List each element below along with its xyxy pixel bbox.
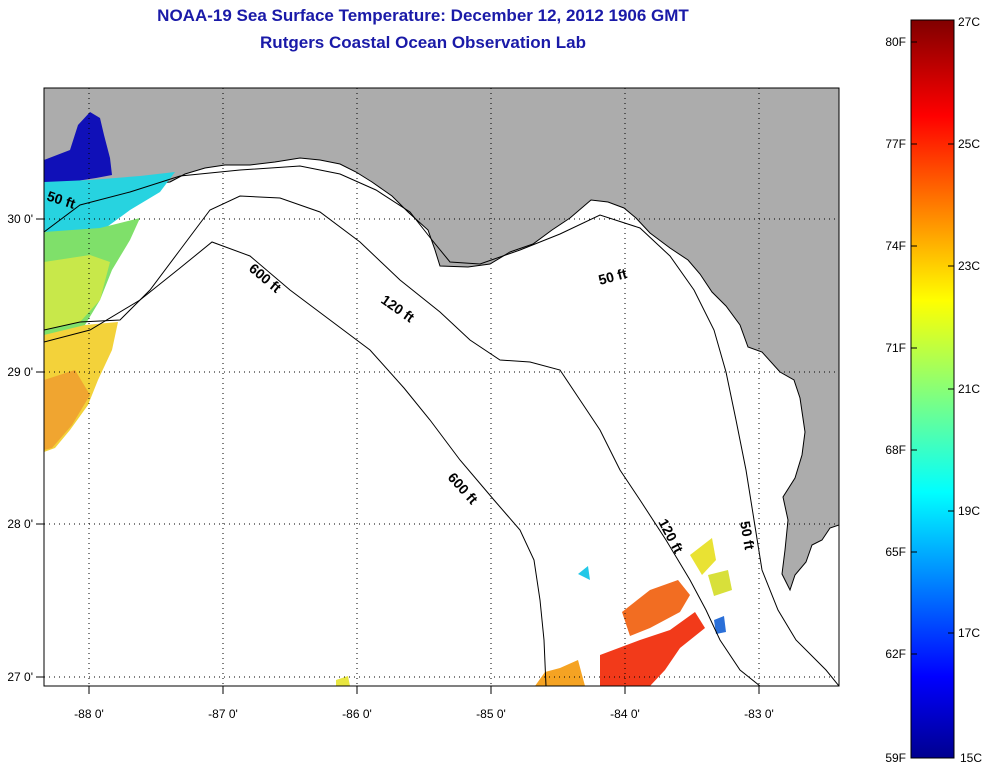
y-tick-label: 27 0': [7, 670, 33, 684]
y-tick-label: 28 0': [7, 517, 33, 531]
x-tick-label: -88 0': [74, 707, 104, 721]
sst-patch-mixed: [535, 660, 585, 686]
contour-label-50ft: 50 ft: [737, 520, 758, 551]
land-mass: [44, 88, 839, 592]
colorbar: [910, 19, 955, 759]
colorbar-f-label: 62F: [885, 647, 906, 661]
sst-patch-yellow-lower: [690, 538, 716, 575]
contour-600ft: [44, 241, 547, 686]
sst-patch-blue-spot: [714, 616, 726, 634]
axis-ticks: [36, 218, 760, 694]
sst-patch-red: [600, 612, 705, 686]
y-tick-label: 30 0': [7, 212, 33, 226]
colorbar-f-label: 59F: [885, 751, 906, 765]
colorbar-c-ticks: [948, 143, 954, 634]
y-tick-label: 29 0': [7, 365, 33, 379]
sst-patch-yellow-spot: [336, 676, 350, 686]
sst-patch-orange-lower: [622, 580, 690, 636]
colorbar-c-label: 25C: [958, 137, 980, 151]
sst-patch-yellow-green: [44, 255, 110, 330]
colorbar-f-label: 80F: [885, 35, 906, 49]
sst-patch-cyan-spot: [578, 566, 590, 580]
mobile-bay: [44, 112, 112, 182]
colorbar-c-label: 17C: [958, 626, 980, 640]
x-tick-label: -87 0': [208, 707, 238, 721]
x-tick-label: -85 0': [476, 707, 506, 721]
colorbar-c-label: 15C: [960, 751, 982, 765]
map-subtitle: Rutgers Coastal Ocean Observation Lab: [260, 33, 586, 52]
colorbar-f-label: 77F: [885, 137, 906, 151]
colorbar-c-label: 21C: [958, 382, 980, 396]
colorbar-f-label: 68F: [885, 443, 906, 457]
contour-label-50ft: 50 ft: [597, 265, 629, 288]
colorbar-f-ticks: [911, 41, 917, 655]
x-tick-label: -84 0': [610, 707, 640, 721]
contour-50ft: [44, 165, 839, 686]
map-title: NOAA-19 Sea Surface Temperature: Decembe…: [157, 6, 689, 25]
sst-patch-yellow-lower-2: [708, 570, 732, 596]
colorbar-c-label: 27C: [958, 15, 980, 29]
map-frame: [43, 87, 840, 687]
sst-patch-orange: [44, 370, 90, 450]
contour-120ft: [44, 195, 761, 686]
x-tick-label: -83 0': [744, 707, 774, 721]
colorbar-f-label: 71F: [885, 341, 906, 355]
colorbar-f-label: 65F: [885, 545, 906, 559]
colorbar-c-label: 23C: [958, 259, 980, 273]
colorbar-c-label: 19C: [958, 504, 980, 518]
colorbar-f-label: 74F: [885, 239, 906, 253]
x-tick-label: -86 0': [342, 707, 372, 721]
